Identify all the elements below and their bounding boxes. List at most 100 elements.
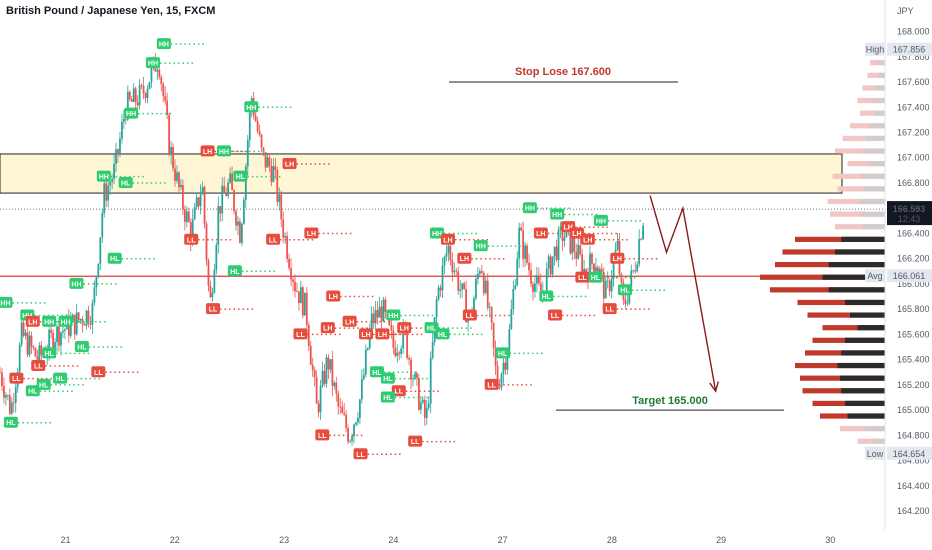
candle-body	[351, 436, 353, 441]
candle-body	[396, 352, 399, 356]
candle-body	[559, 227, 562, 230]
candle-body	[182, 185, 184, 210]
volume-profile-bar-inner	[822, 274, 885, 280]
candle-body	[115, 149, 117, 164]
candle-body	[270, 166, 273, 182]
swing-tag-lh	[342, 315, 357, 327]
swing-tag-lh	[326, 290, 341, 302]
swing-tag-ll	[9, 372, 24, 384]
candle-body	[606, 280, 609, 282]
candle-body	[142, 85, 145, 94]
candle-body	[498, 387, 501, 389]
swing-tag-hh	[42, 315, 57, 327]
price-tick-label: 166.800	[897, 178, 930, 188]
candle-body	[309, 345, 312, 365]
candle-body	[349, 440, 351, 442]
candle-body	[429, 357, 432, 404]
volume-profile-bar-inner	[877, 72, 885, 78]
candle-body	[244, 166, 247, 200]
currency-label: JPY	[897, 6, 914, 16]
volume-profile-bar	[862, 85, 885, 91]
swing-tag-ll	[391, 385, 406, 397]
candle-body	[246, 140, 249, 167]
swing-tag-hh	[473, 240, 488, 252]
volume-profile-bar-inner	[862, 224, 885, 230]
candle-body	[579, 245, 582, 255]
swing-tag-hl	[53, 372, 68, 384]
candle-body	[494, 347, 497, 366]
candle-body	[264, 152, 267, 168]
swing-tag-text: LH	[613, 256, 622, 263]
time-tick-label: 24	[388, 535, 398, 545]
candle-body	[608, 280, 611, 292]
volume-profile-bar-inner	[841, 350, 885, 356]
candle-body	[254, 115, 257, 121]
candle-body	[504, 362, 507, 370]
candle-body	[121, 121, 123, 139]
swing-tag-hh	[0, 296, 13, 308]
candle-body	[64, 329, 66, 331]
swing-tag-text: LH	[28, 319, 37, 326]
candle-body	[87, 310, 90, 324]
candle-body	[514, 285, 517, 289]
candle-body	[461, 283, 464, 290]
candle-body	[91, 302, 94, 325]
candle-body	[52, 332, 54, 350]
candle-body	[191, 219, 194, 242]
candle-body	[486, 280, 489, 308]
candle-body	[113, 163, 115, 179]
candle-body	[463, 283, 466, 289]
swing-tag-lh	[457, 252, 472, 264]
price-tick-label: 168.000	[897, 27, 930, 37]
candle-body	[14, 387, 17, 403]
volume-profile-bar-inner	[869, 123, 885, 129]
swing-tag-hh	[593, 214, 608, 226]
candle-body	[75, 312, 78, 335]
high-badge-value: 167.856	[893, 45, 926, 55]
candle-body	[353, 424, 355, 437]
price-tick-label: 167.000	[897, 153, 930, 163]
candle-body	[591, 253, 593, 264]
candle-body	[38, 345, 41, 361]
candle-body	[248, 109, 251, 141]
candle-body	[585, 268, 587, 274]
candle-body	[0, 372, 1, 374]
time-tick-label: 29	[716, 535, 726, 545]
candle-body	[416, 373, 418, 378]
swing-tag-hl	[74, 341, 89, 353]
volume-profile-bar-inner	[837, 362, 885, 369]
swing-tag-hl	[107, 252, 122, 264]
price-tick-label: 164.600	[897, 456, 930, 466]
candle-body	[384, 299, 387, 312]
swing-tag-text: HH	[246, 105, 256, 112]
price-tick-label: 166.200	[897, 254, 930, 264]
candle-body	[632, 270, 635, 272]
swing-tag-text: LL	[94, 370, 103, 377]
swing-tag-text: HH	[44, 319, 54, 326]
candle-body	[477, 273, 479, 280]
swing-tag-hl	[424, 322, 439, 334]
candle-body	[111, 178, 113, 183]
swing-tag-lh	[359, 328, 374, 340]
candle-body	[24, 332, 27, 336]
candle-body	[18, 344, 21, 372]
candle-body	[604, 280, 607, 299]
swing-tag-text: HH	[99, 174, 109, 181]
volume-profile-bar-inner	[872, 438, 885, 444]
swing-tag-ll	[353, 448, 368, 460]
candle-body	[518, 227, 521, 259]
candle-body	[79, 318, 82, 321]
swing-tag-ll	[31, 359, 46, 371]
volume-profile-bar	[827, 198, 885, 205]
volume-profile-bar-inner	[847, 413, 885, 419]
candle-body	[392, 330, 395, 348]
candle-body	[195, 197, 198, 208]
candle-body	[197, 197, 200, 207]
candle-body	[539, 283, 542, 297]
swing-tag-text: LH	[563, 225, 572, 232]
volume-profile-bar	[807, 312, 885, 318]
swing-tag-hh	[550, 208, 565, 220]
candle-body	[211, 292, 214, 298]
candle-body	[217, 206, 220, 245]
